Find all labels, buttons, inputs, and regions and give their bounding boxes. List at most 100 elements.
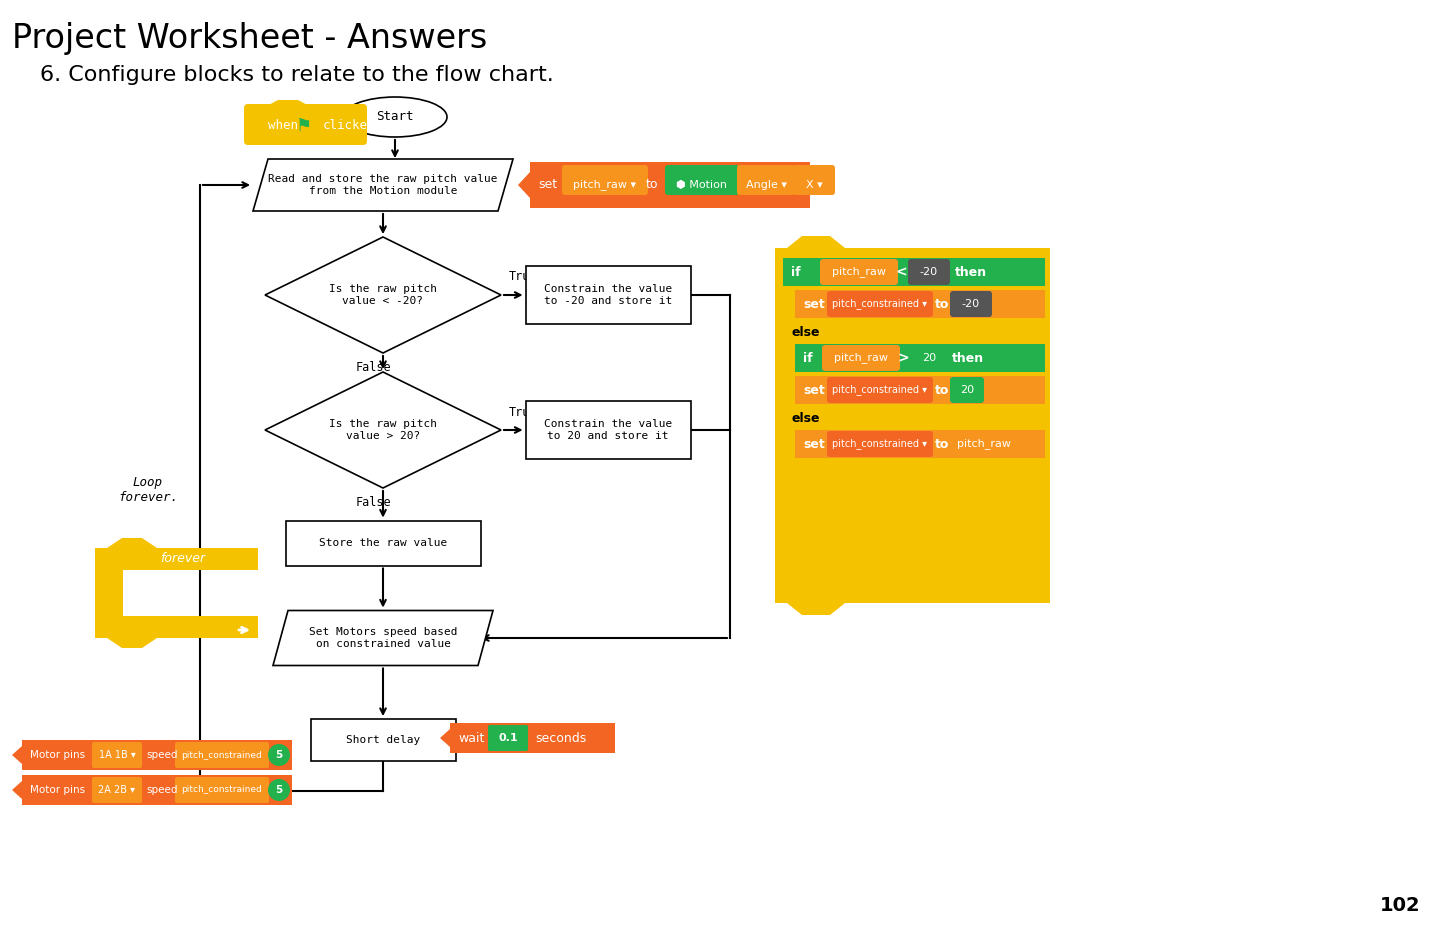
Text: Constrain the value
to 20 and store it: Constrain the value to 20 and store it <box>544 419 672 441</box>
Text: pitch_constrained: pitch_constrained <box>181 786 262 794</box>
Text: 102: 102 <box>1380 896 1420 915</box>
FancyBboxPatch shape <box>950 431 1017 457</box>
Polygon shape <box>804 261 817 283</box>
Bar <box>776 248 1050 603</box>
Text: Set Motors speed based
on constrained value: Set Motors speed based on constrained va… <box>309 627 458 649</box>
Polygon shape <box>273 610 494 665</box>
FancyBboxPatch shape <box>793 165 835 195</box>
Text: Project Worksheet - Answers: Project Worksheet - Answers <box>12 22 488 55</box>
Text: Is the raw pitch
value > 20?: Is the raw pitch value > 20? <box>330 419 437 441</box>
Text: 5: 5 <box>275 750 282 760</box>
Text: seconds: seconds <box>535 732 586 745</box>
Bar <box>794 344 1045 372</box>
Bar <box>311 719 456 761</box>
Bar <box>794 290 1045 318</box>
Text: Read and store the raw pitch value
from the Motion module: Read and store the raw pitch value from … <box>268 174 498 196</box>
Text: set: set <box>538 179 557 191</box>
Bar <box>794 376 1045 404</box>
Circle shape <box>268 779 291 801</box>
Polygon shape <box>518 172 530 198</box>
Text: Short delay: Short delay <box>345 735 420 745</box>
Text: else: else <box>791 412 819 424</box>
Polygon shape <box>253 159 512 211</box>
Text: -20: -20 <box>961 299 980 309</box>
Text: 0.1: 0.1 <box>498 733 518 743</box>
Text: to: to <box>646 179 658 191</box>
FancyBboxPatch shape <box>92 777 142 803</box>
Text: Is the raw pitch
value < -20?: Is the raw pitch value < -20? <box>330 284 437 306</box>
Text: X ▾: X ▾ <box>806 180 822 190</box>
Text: >: > <box>896 351 909 365</box>
Text: False: False <box>355 496 391 509</box>
Text: 6. Configure blocks to relate to the flow chart.: 6. Configure blocks to relate to the flo… <box>40 65 554 85</box>
Bar <box>783 258 1045 286</box>
Polygon shape <box>787 236 845 248</box>
FancyBboxPatch shape <box>950 377 984 403</box>
Text: set: set <box>803 437 825 450</box>
FancyBboxPatch shape <box>245 104 367 145</box>
Text: if: if <box>803 351 813 364</box>
Bar <box>95 548 258 570</box>
Bar <box>285 520 481 566</box>
Text: Store the raw value: Store the raw value <box>319 538 448 548</box>
Text: -20: -20 <box>920 267 938 277</box>
Text: pitch_raw: pitch_raw <box>832 267 886 278</box>
Text: False: False <box>355 361 391 374</box>
Text: 20: 20 <box>922 353 935 363</box>
Polygon shape <box>263 100 314 108</box>
Text: when: when <box>268 119 298 132</box>
Text: pitch_constrained ▾: pitch_constrained ▾ <box>833 439 928 449</box>
Polygon shape <box>12 781 22 799</box>
Text: to: to <box>935 437 950 450</box>
Polygon shape <box>265 372 501 488</box>
Polygon shape <box>787 603 845 615</box>
Text: pitch_raw ▾: pitch_raw ▾ <box>573 180 636 190</box>
Text: forever: forever <box>160 553 206 566</box>
Text: else: else <box>791 325 819 338</box>
Text: pitch_constrained: pitch_constrained <box>181 750 262 760</box>
Circle shape <box>268 744 291 766</box>
Text: set: set <box>803 297 825 310</box>
Bar <box>794 430 1045 458</box>
FancyBboxPatch shape <box>820 259 898 285</box>
FancyBboxPatch shape <box>488 725 528 751</box>
Text: speed: speed <box>145 750 177 760</box>
Bar <box>95 548 122 638</box>
FancyBboxPatch shape <box>176 742 269 768</box>
Text: clicked: clicked <box>322 119 376 132</box>
Text: 20: 20 <box>960 385 974 395</box>
Polygon shape <box>265 237 501 353</box>
Polygon shape <box>106 638 157 648</box>
Text: <: < <box>895 265 907 279</box>
Text: 2A 2B ▾: 2A 2B ▾ <box>98 785 135 795</box>
Text: if: if <box>791 266 800 279</box>
Text: ⬢ Motion: ⬢ Motion <box>676 180 728 190</box>
Text: pitch_raw: pitch_raw <box>835 352 888 363</box>
Polygon shape <box>12 746 22 764</box>
Bar <box>450 723 614 753</box>
Text: then: then <box>953 351 984 364</box>
Ellipse shape <box>342 97 448 137</box>
Polygon shape <box>440 729 450 747</box>
Text: pitch_raw: pitch_raw <box>957 439 1012 449</box>
Text: to: to <box>935 383 950 396</box>
Text: ⚑: ⚑ <box>296 116 312 134</box>
FancyBboxPatch shape <box>950 291 991 317</box>
FancyBboxPatch shape <box>176 777 269 803</box>
Text: then: then <box>955 266 987 279</box>
FancyBboxPatch shape <box>563 165 648 195</box>
Polygon shape <box>106 538 157 548</box>
FancyBboxPatch shape <box>827 291 932 317</box>
Text: 5: 5 <box>275 785 282 795</box>
FancyBboxPatch shape <box>827 431 932 457</box>
Text: Angle ▾: Angle ▾ <box>745 180 787 190</box>
Text: Start: Start <box>376 111 414 124</box>
Text: True: True <box>509 270 538 283</box>
FancyBboxPatch shape <box>908 259 950 285</box>
Text: 1A 1B ▾: 1A 1B ▾ <box>99 750 135 760</box>
Bar <box>95 616 258 638</box>
Text: Constrain the value
to -20 and store it: Constrain the value to -20 and store it <box>544 284 672 306</box>
Text: wait: wait <box>458 732 485 745</box>
FancyBboxPatch shape <box>909 345 948 371</box>
Text: pitch_constrained ▾: pitch_constrained ▾ <box>833 298 928 309</box>
